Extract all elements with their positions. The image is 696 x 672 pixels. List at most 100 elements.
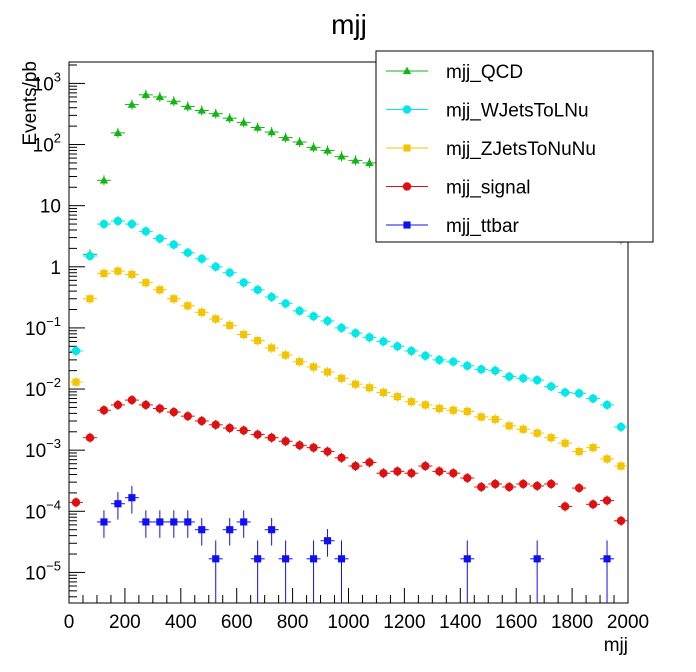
data-point [114,500,122,508]
data-point [575,447,583,456]
y-tick-label: 102 [33,131,61,157]
y-tick-exponent: −4 [46,497,61,512]
legend-label: mjj_ttbar [446,216,520,237]
data-point [435,355,444,365]
data-point [463,555,471,563]
data-point [268,526,276,534]
data-point [128,270,136,278]
data-point [616,422,626,432]
legend-box [375,50,654,243]
y-tick-base: 10 [33,136,54,157]
data-point [379,388,388,397]
data-point [491,366,500,375]
data-point [603,555,611,563]
data-point [505,372,514,381]
y-tick-label: 10−1 [25,314,61,340]
series-layer [69,89,628,603]
y-tick-label: 10−5 [25,558,61,584]
data-point [519,425,527,433]
data-point [547,434,555,442]
y-tick-label: 10 [40,197,61,218]
data-point [169,97,179,105]
data-point [100,518,108,526]
data-point [211,109,220,117]
x-tick-label: 200 [109,612,141,633]
y-tick-exponent: −3 [46,436,61,451]
legend-label: mjj_WJetsToLNu [446,101,589,122]
data-point [602,496,612,505]
data-point [184,302,192,310]
data-point [351,380,360,388]
data-point [379,337,388,346]
data-point [197,106,206,114]
y-tick-exponent: −2 [46,375,61,390]
data-point [156,286,164,294]
data-point [407,346,416,356]
data-point [518,374,528,383]
x-axis: 0 200 400 600 800 1000 1200 1400 1600 1800 2000 [64,588,649,633]
data-point [505,482,514,492]
data-point [379,469,388,478]
data-point [239,426,248,435]
data-point [309,143,318,151]
data-point [169,240,179,249]
data-point [616,516,626,525]
y-tick-base: 10 [25,380,46,401]
data-point [184,518,192,526]
y-tick-base: 1 [50,258,61,279]
data-point [463,407,471,416]
data-point [421,461,430,471]
data-point [617,462,625,470]
data-point [588,394,598,403]
data-point [225,423,234,433]
chart-title: mjj [331,9,367,40]
data-point [211,262,220,271]
data-point [337,374,346,382]
data-point [337,323,346,333]
data-point [100,269,108,277]
data-point [309,363,318,371]
x-tick-label: 1600 [495,612,537,633]
data-point [532,481,542,491]
legend-entry: mjj_QCD [386,62,523,83]
data-point [99,176,109,184]
data-point [588,500,598,509]
legend-marker [402,66,412,75]
data-point [113,216,123,226]
data-point [602,400,612,410]
y-tick-label: 1 [50,258,61,279]
legend-label: mjj_QCD [446,62,523,83]
data-point [240,330,248,339]
data-point [491,415,499,423]
data-point [365,458,374,467]
data-point [170,518,178,526]
legend-label: mjj_ZJetsToNuNu [446,139,596,160]
data-point [197,416,206,426]
data-point [253,430,262,439]
data-point [407,398,415,406]
data-point [323,447,332,456]
data-point [365,333,374,342]
data-point [155,92,165,101]
data-point [198,526,206,534]
legend-marker [402,182,412,191]
legend-marker [403,144,411,152]
data-point [282,351,290,359]
data-point [85,433,95,442]
data-point [463,361,472,371]
data-point [183,248,192,257]
data-point [128,494,136,502]
y-axis-label: Events/pb [20,61,41,146]
series-mjj_signal [69,395,628,526]
data-point [99,406,109,415]
data-point [546,382,556,391]
y-tick-exponent: 2 [54,131,61,146]
data-point [546,479,556,489]
data-point [141,227,151,236]
data-point [323,146,332,154]
data-point [212,555,220,563]
y-tick-exponent: −1 [46,314,61,329]
y-tick-base: 10 [25,502,46,523]
data-point [226,526,234,534]
data-point [198,308,206,316]
